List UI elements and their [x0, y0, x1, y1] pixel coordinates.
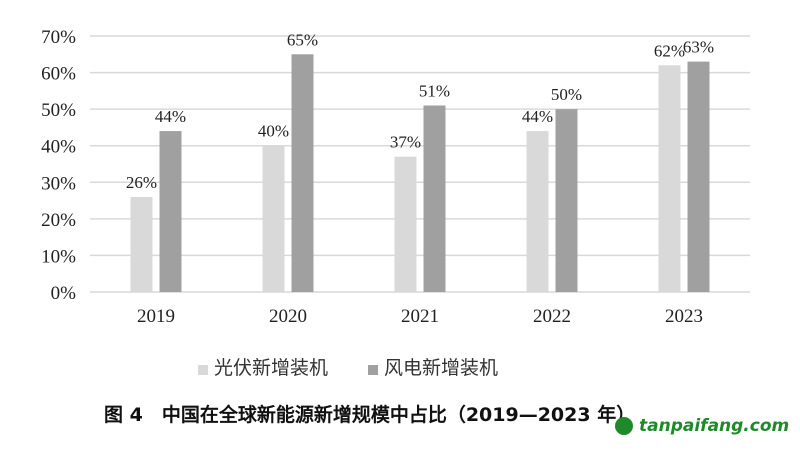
- data-label: 51%: [419, 81, 450, 100]
- x-tick-label: 2022: [533, 306, 571, 327]
- y-tick-label: 0%: [51, 283, 77, 304]
- data-label: 63%: [683, 38, 714, 57]
- data-label: 44%: [155, 107, 186, 126]
- data-label: 26%: [126, 173, 157, 192]
- bar-wind: [159, 131, 182, 292]
- watermark: tanpaifang.com: [615, 416, 789, 436]
- bar-wind: [555, 109, 578, 293]
- watermark-logo-icon: [615, 417, 633, 435]
- data-label: 50%: [551, 85, 582, 104]
- data-label: 44%: [522, 107, 553, 126]
- data-label: 40%: [258, 122, 289, 141]
- y-tick-label: 70%: [41, 27, 76, 48]
- bar-wind: [291, 54, 314, 293]
- legend-swatch-wind: [368, 364, 379, 375]
- legend-label: 风电新增装机: [384, 358, 499, 379]
- x-tick-label: 2019: [137, 306, 175, 327]
- bar-solar: [130, 196, 153, 292]
- bar-wind: [687, 61, 710, 292]
- data-label: 65%: [287, 30, 318, 49]
- bar-chart: 0% 10% 20% 30% 40% 50% 60% 70% 2019 26% 44% 2020 40%…: [41, 27, 750, 327]
- legend-item-wind: 风电新增装机: [368, 353, 498, 380]
- bar-solar: [394, 156, 417, 292]
- bar-wind: [423, 105, 446, 292]
- y-tick-label: 30%: [41, 173, 76, 194]
- x-tick-label: 2021: [401, 306, 439, 327]
- x-tick-label: 2023: [665, 306, 703, 327]
- watermark-text: tanpaifang.com: [639, 416, 790, 436]
- legend-label: 光伏新增装机: [214, 358, 329, 379]
- data-label: 37%: [390, 133, 421, 152]
- figure-caption: 图 4 中国在全球新能源新增规模中占比（2019—2023 年）: [104, 404, 636, 426]
- legend-item-solar: 光伏新增装机: [198, 353, 328, 380]
- y-tick-label: 20%: [41, 210, 76, 231]
- bar-solar: [658, 65, 681, 292]
- data-label: 62%: [654, 41, 685, 60]
- legend: 光伏新增装机 风电新增装机: [198, 353, 498, 380]
- bar-solar: [262, 145, 285, 292]
- legend-swatch-solar: [198, 364, 208, 375]
- y-tick-label: 60%: [41, 64, 76, 85]
- y-tick-label: 10%: [41, 246, 76, 267]
- x-tick-label: 2020: [269, 306, 307, 327]
- y-tick-label: 40%: [41, 137, 76, 158]
- y-tick-label: 50%: [41, 100, 76, 121]
- bar-solar: [526, 131, 549, 292]
